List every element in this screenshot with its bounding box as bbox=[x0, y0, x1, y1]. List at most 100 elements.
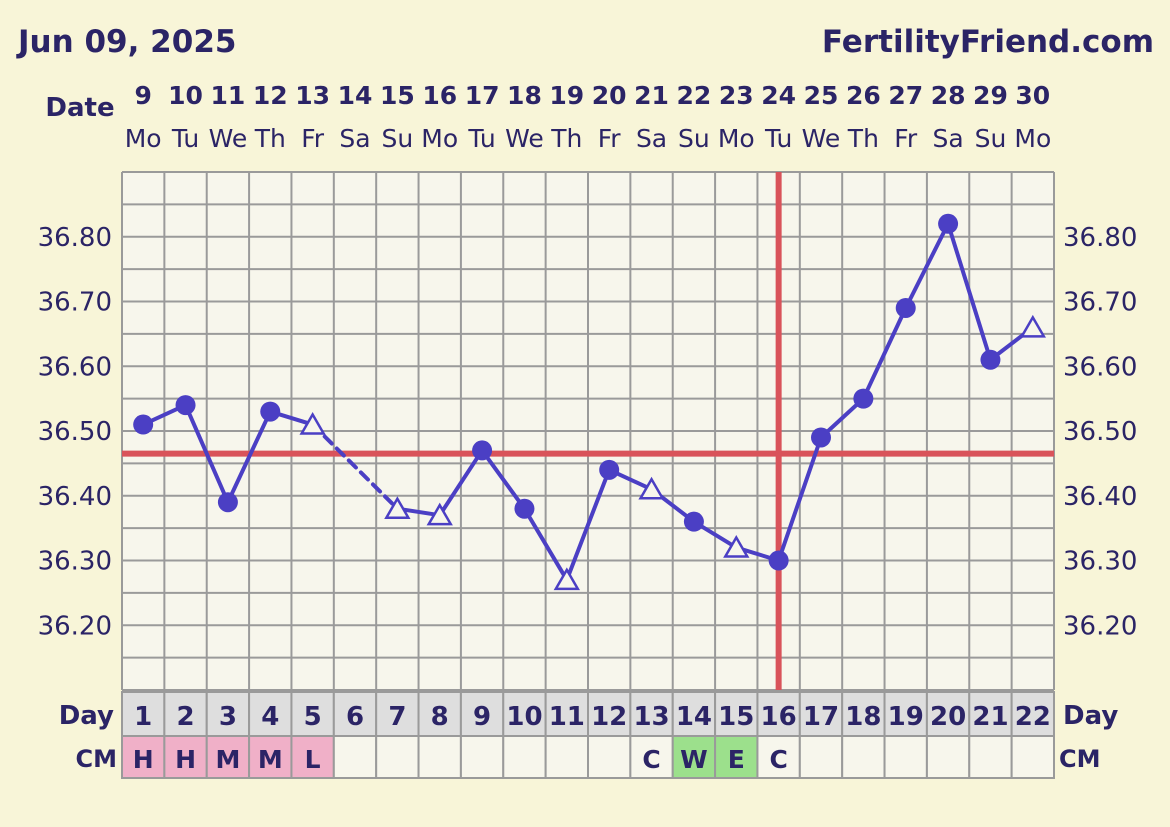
temperature-point bbox=[260, 401, 281, 422]
temperature-point bbox=[683, 511, 704, 532]
y-tick-left: 36.60 bbox=[38, 352, 112, 382]
y-tick-right: 36.40 bbox=[1063, 482, 1137, 512]
date-number: 20 bbox=[592, 81, 627, 110]
y-tick-left: 36.80 bbox=[38, 223, 112, 253]
weekday-label: Mo bbox=[421, 124, 458, 153]
date-number: 29 bbox=[973, 81, 1008, 110]
cm-cell bbox=[375, 735, 420, 779]
temperature-line-segment bbox=[776, 435, 823, 563]
temperature-line-segment bbox=[310, 422, 400, 511]
weekday-label: Fr bbox=[894, 124, 918, 153]
temperature-point bbox=[811, 427, 831, 448]
cm-cell bbox=[925, 735, 971, 779]
date-number: 12 bbox=[253, 81, 288, 110]
temperature-line-segment bbox=[480, 448, 527, 511]
date-number: 16 bbox=[422, 81, 457, 110]
date-number: 11 bbox=[211, 81, 246, 110]
cm-value: M bbox=[215, 745, 240, 774]
day-cell bbox=[1010, 691, 1055, 737]
cm-cell bbox=[417, 735, 462, 779]
cm-cell bbox=[290, 735, 335, 779]
temperature-line-segment bbox=[437, 448, 485, 518]
date-number: 13 bbox=[295, 81, 330, 110]
y-tick-left: 36.50 bbox=[38, 417, 112, 447]
cm-cell bbox=[587, 735, 632, 779]
temperature-point-open bbox=[299, 412, 326, 435]
temperature-line-segment bbox=[903, 221, 951, 310]
y-tick-right: 36.70 bbox=[1063, 288, 1137, 318]
y-tick-right: 36.60 bbox=[1063, 352, 1137, 382]
temperature-point bbox=[472, 440, 493, 461]
day-number: 18 bbox=[845, 702, 881, 732]
temperature-line-segment bbox=[183, 403, 230, 505]
day-number: 6 bbox=[346, 702, 364, 732]
temperature-line-segment bbox=[861, 305, 908, 401]
day-cell bbox=[756, 691, 801, 737]
weekday-label: We bbox=[802, 124, 841, 153]
temperature-point-open bbox=[553, 567, 580, 591]
date-number: 18 bbox=[507, 81, 542, 110]
y-tick-right: 36.30 bbox=[1063, 547, 1137, 577]
y-tick-right: 36.20 bbox=[1063, 611, 1137, 641]
weekday-label: Sa bbox=[339, 124, 370, 153]
cm-cell bbox=[332, 735, 378, 779]
cm-cell bbox=[459, 735, 505, 779]
cm-cell bbox=[798, 735, 844, 779]
weekday-label: Su bbox=[975, 124, 1007, 153]
day-row-label-left: Day bbox=[59, 701, 114, 731]
day-cell bbox=[587, 691, 632, 737]
day-number: 20 bbox=[930, 702, 966, 732]
date-number: 21 bbox=[634, 81, 669, 110]
day-cell bbox=[968, 691, 1013, 737]
temperature-point bbox=[217, 492, 238, 513]
temperature-line-segment bbox=[564, 467, 612, 582]
day-number: 9 bbox=[473, 702, 491, 732]
cm-cell bbox=[121, 735, 166, 779]
day-number: 11 bbox=[549, 702, 585, 732]
weekday-label: Su bbox=[678, 124, 710, 153]
day-cell bbox=[502, 691, 547, 737]
temperature-line-segment bbox=[225, 409, 273, 505]
weekday-label: Mo bbox=[125, 124, 162, 153]
weekday-label: Mo bbox=[1014, 124, 1051, 153]
date-number: 23 bbox=[719, 81, 754, 110]
day-cell bbox=[121, 691, 166, 737]
date-number: 26 bbox=[846, 81, 881, 110]
weekday-label: We bbox=[209, 124, 248, 153]
cm-value: M bbox=[258, 745, 283, 774]
date-number: 15 bbox=[380, 81, 415, 110]
day-number: 15 bbox=[718, 702, 754, 732]
weekday-label: Tu bbox=[467, 124, 495, 153]
weekday-label: Tu bbox=[171, 124, 199, 153]
day-cell bbox=[205, 691, 251, 737]
cm-cell bbox=[671, 735, 717, 779]
date-number: 9 bbox=[134, 81, 151, 110]
cm-value: C bbox=[769, 745, 787, 774]
day-number: 19 bbox=[888, 702, 924, 732]
day-cell bbox=[417, 691, 462, 737]
cm-value: C bbox=[642, 745, 660, 774]
day-number: 8 bbox=[431, 702, 449, 732]
y-tick-left: 36.40 bbox=[38, 482, 112, 512]
y-tick-right: 36.50 bbox=[1063, 417, 1137, 447]
cm-row-label-left: CM bbox=[76, 745, 118, 773]
site-name: FertilityFriend.com bbox=[822, 24, 1154, 60]
weekday-label: Th bbox=[847, 124, 879, 153]
temperature-point-open bbox=[384, 496, 411, 519]
date-number: 14 bbox=[338, 81, 373, 110]
temperature-point-open bbox=[1019, 314, 1046, 338]
chart-date: Jun 09, 2025 bbox=[16, 24, 236, 60]
day-number: 16 bbox=[761, 702, 797, 732]
temperature-point bbox=[768, 550, 789, 571]
cm-value: L bbox=[305, 745, 321, 774]
day-number: 17 bbox=[803, 702, 839, 732]
day-cell bbox=[332, 691, 378, 737]
cm-cell bbox=[756, 735, 801, 779]
cm-value: H bbox=[133, 745, 154, 774]
day-number: 10 bbox=[506, 702, 542, 732]
cm-cell bbox=[714, 735, 759, 779]
day-number: 22 bbox=[1015, 702, 1051, 732]
day-number: 5 bbox=[304, 702, 322, 732]
